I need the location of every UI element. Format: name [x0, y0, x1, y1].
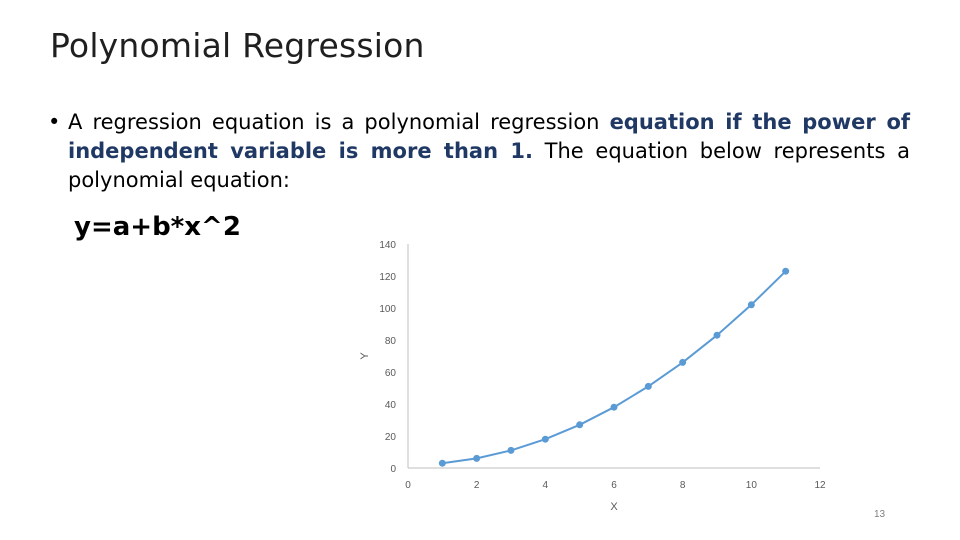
data-point: [782, 267, 790, 275]
bullet-text: A regression equation is a polynomial re…: [68, 108, 910, 195]
data-point: [473, 454, 481, 462]
chart-axes: [407, 244, 820, 469]
slide-title: Polynomial Regression: [50, 26, 425, 65]
data-point: [541, 435, 549, 443]
x-tick-label: 0: [405, 480, 411, 491]
y-tick-label: 100: [379, 304, 396, 315]
x-tick-label: 6: [611, 480, 617, 491]
x-tick-label: 12: [814, 480, 826, 491]
y-tick-label: 60: [385, 368, 397, 379]
y-tick-labels: 0 20 40 60 80 100 120 140: [379, 240, 396, 475]
bullet-text-part2: The equation below represents a polynomi…: [68, 139, 910, 192]
y-tick-label: 0: [390, 464, 396, 475]
data-point: [747, 301, 755, 309]
y-tick-label: 80: [385, 336, 397, 347]
y-tick-label: 140: [379, 240, 396, 251]
scatter-chart: 0 20 40 60 80 100 120 140 0 2 4 6 8 10 12 X Y: [359, 240, 826, 513]
bullet-dot: •: [48, 110, 61, 134]
x-tick-label: 10: [746, 480, 758, 491]
y-tick-label: 40: [385, 400, 397, 411]
x-tick-labels: 0 2 4 6 8 10 12: [405, 480, 826, 491]
data-point: [438, 459, 446, 467]
y-tick-label: 20: [385, 432, 397, 443]
data-point: [644, 382, 652, 390]
x-tick-label: 2: [474, 480, 480, 491]
y-axis-label: Y: [359, 352, 371, 360]
data-point: [507, 446, 515, 454]
bullet-point: • A regression equation is a polynomial …: [48, 108, 910, 195]
y-tick-label: 120: [379, 272, 396, 283]
data-point: [576, 421, 584, 429]
series-line: [442, 270, 787, 465]
page-number: 13: [874, 509, 886, 520]
series-points: [438, 267, 790, 467]
data-point: [610, 403, 618, 411]
x-axis-label: X: [610, 501, 618, 513]
data-point: [679, 358, 687, 366]
x-tick-label: 4: [543, 480, 549, 491]
bullet-text-part1: A regression equation is a polynomial re…: [68, 110, 610, 134]
x-tick-label: 8: [680, 480, 686, 491]
data-point: [713, 331, 721, 339]
equation: y=a+b*x^2: [74, 212, 241, 242]
bullet-text-emphasis: equation if the power of independent var…: [68, 110, 911, 163]
